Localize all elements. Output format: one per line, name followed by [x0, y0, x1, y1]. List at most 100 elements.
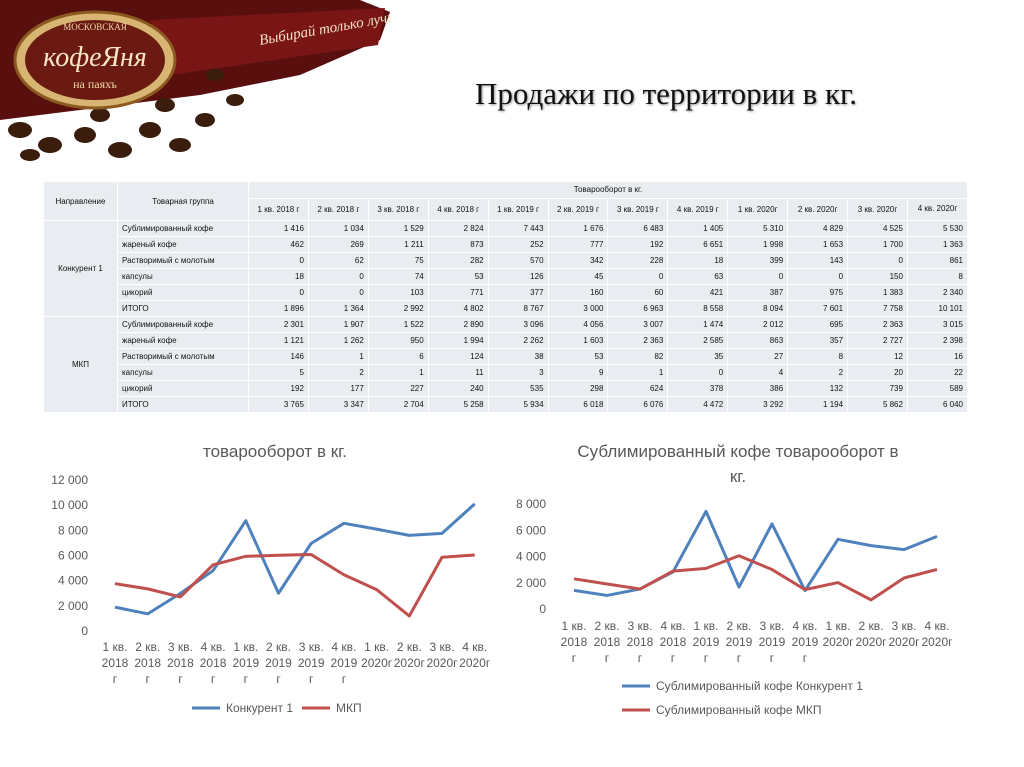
x-tick-label: 2020г: [394, 656, 426, 670]
x-tick-label: 2 кв.: [135, 640, 160, 654]
x-tick-label: 2019: [759, 635, 786, 649]
header-turnover: Товарооборот в кг.: [248, 181, 968, 199]
value-cell: 6 963: [607, 300, 669, 317]
x-tick-label: г: [309, 672, 314, 686]
x-tick-label: 2019: [792, 635, 819, 649]
value-cell: 771: [427, 284, 489, 301]
x-tick-label: 1 кв.: [826, 619, 851, 633]
value-cell: 0: [307, 284, 369, 301]
value-cell: 7 601: [787, 300, 849, 317]
value-cell: 5 862: [847, 396, 908, 413]
value-cell: 0: [727, 268, 789, 285]
y-tick-label: 12 000: [51, 473, 88, 487]
value-cell: 5: [248, 364, 309, 381]
x-tick-label: г: [178, 672, 183, 686]
value-cell: 950: [367, 332, 429, 349]
value-cell: 5 310: [727, 220, 789, 237]
value-cell: 0: [667, 364, 729, 381]
header-group: Товарная группа: [117, 181, 249, 221]
x-tick-label: 2018: [200, 656, 227, 670]
value-cell: 3 096: [487, 316, 549, 333]
header-quarter: 1 кв. 2020г: [727, 197, 789, 222]
x-tick-label: г: [671, 651, 676, 665]
header-quarter: 3 кв. 2018 г: [367, 197, 429, 222]
value-cell: 695: [787, 316, 849, 333]
value-cell: 357: [787, 332, 849, 349]
value-cell: 124: [427, 348, 489, 365]
legend-label: МКП: [336, 701, 362, 715]
table-row: Растворимый с молотым 0 62 75 282 570 342 228 18…: [44, 252, 969, 269]
value-cell: 74: [367, 268, 429, 285]
value-cell: 143: [787, 252, 849, 269]
x-tick-label: г: [638, 651, 643, 665]
brand-logo: Выбирай только лучшее! МОСКОВСКАЯ кофеЯн…: [0, 0, 392, 165]
value-cell: 3 765: [248, 396, 309, 413]
value-cell: 146: [248, 348, 309, 365]
group-label: цикорий: [117, 380, 249, 397]
table-row: жареный кофе 462 269 1 211 873 252 777 192 6 651…: [44, 236, 969, 253]
header-quarter: 2 кв. 2020г: [787, 197, 849, 222]
value-cell: 192: [607, 236, 669, 253]
value-cell: 2 585: [667, 332, 729, 349]
value-cell: 1 405: [667, 220, 729, 237]
value-cell: 2 363: [847, 316, 908, 333]
value-cell: 240: [427, 380, 489, 397]
value-cell: 10 101: [906, 300, 969, 317]
value-cell: 6 076: [607, 396, 669, 413]
x-tick-label: 2 кв.: [727, 619, 752, 633]
group-label: Сублимированный кофе: [117, 220, 249, 237]
value-cell: 2 992: [367, 300, 429, 317]
value-cell: 739: [847, 380, 908, 397]
value-cell: 535: [487, 380, 549, 397]
value-cell: 192: [248, 380, 309, 397]
value-cell: 1: [367, 364, 429, 381]
value-cell: 3 000: [547, 300, 609, 317]
x-tick-label: 4 кв.: [331, 640, 356, 654]
value-cell: 2: [787, 364, 849, 381]
x-tick-label: 1 кв.: [694, 619, 719, 633]
value-cell: 282: [427, 252, 489, 269]
y-tick-label: 2 000: [516, 576, 546, 590]
value-cell: 4 525: [847, 220, 908, 237]
value-cell: 3 292: [727, 396, 789, 413]
value-cell: 399: [727, 252, 789, 269]
value-cell: 63: [667, 268, 729, 285]
value-cell: 1 262: [307, 332, 369, 349]
value-cell: 6 040: [906, 396, 969, 413]
value-cell: 2 262: [487, 332, 549, 349]
value-cell: 1 676: [547, 220, 609, 237]
group-label: капсулы: [117, 268, 249, 285]
header-quarter: 1 кв. 2019 г: [487, 197, 549, 222]
value-cell: 2 301: [248, 316, 309, 333]
chart-freeze-dried-turnover: Сублимированный кофе товарооборот в кг. 0 2…: [516, 442, 953, 717]
value-cell: 35: [667, 348, 729, 365]
group-label: капсулы: [117, 364, 249, 381]
header-quarter: 1 кв. 2018 г: [248, 197, 309, 222]
value-cell: 6 018: [547, 396, 609, 413]
x-tick-label: 2 кв.: [595, 619, 620, 633]
value-cell: 269: [307, 236, 369, 253]
table-row: капсулы 5 2 1 11 3 9 1 0 4 2 20 22: [44, 364, 969, 381]
value-cell: 4 829: [787, 220, 849, 237]
value-cell: 1 364: [307, 300, 369, 317]
value-cell: 160: [547, 284, 609, 301]
group-label: Сублимированный кофе: [117, 316, 249, 333]
group-label: жареный кофе: [117, 332, 249, 349]
x-tick-label: 2018: [627, 635, 654, 649]
table-row: Конкурент 1 Сублимированный кофе 1 416 1 03…: [43, 220, 969, 317]
x-tick-label: 3 кв.: [299, 640, 324, 654]
value-cell: 8 094: [727, 300, 789, 317]
header-quarter: 4 кв. 2018 г: [427, 197, 489, 222]
value-cell: 386: [727, 380, 789, 397]
group-label: цикорий: [117, 284, 249, 301]
x-tick-label: 2019: [232, 656, 259, 670]
value-cell: 11: [427, 364, 489, 381]
value-cell: 20: [847, 364, 908, 381]
value-cell: 3 007: [607, 316, 669, 333]
x-tick-label: 3 кв.: [892, 619, 917, 633]
y-tick-label: 0: [539, 602, 546, 616]
x-tick-label: 1 кв.: [562, 619, 587, 633]
x-tick-label: 2020г: [855, 635, 887, 649]
x-tick-label: г: [244, 672, 249, 686]
value-cell: 53: [547, 348, 609, 365]
